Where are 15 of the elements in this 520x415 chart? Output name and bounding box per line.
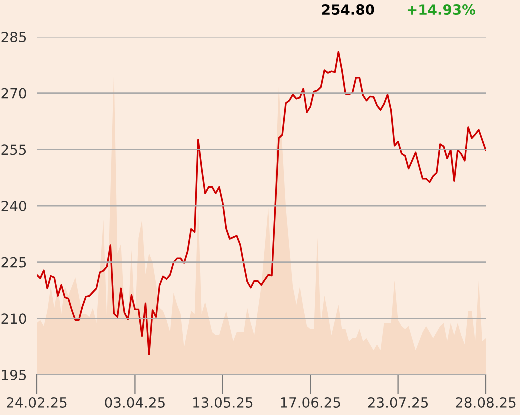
y-tick-label: 210 <box>2 314 26 324</box>
x-tick-label: 17.06.25 <box>281 397 340 408</box>
y-tick-label: 285 <box>2 32 26 42</box>
y-tick-label: 195 <box>2 370 26 380</box>
x-tick-label: 13.05.25 <box>194 397 253 408</box>
y-tick-label: 270 <box>2 88 26 99</box>
y-tick-label: 225 <box>2 257 26 268</box>
x-tick-label: 23.07.25 <box>368 397 428 408</box>
y-tick-label: 255 <box>2 144 26 156</box>
y-tick-label: 240 <box>2 200 26 212</box>
x-tick-label: 03.04.25 <box>105 397 165 408</box>
x-tick-label: 24.02.25 <box>7 397 67 408</box>
text: +14.93% <box>408 4 476 16</box>
text: 254.80 <box>322 4 374 16</box>
x-tick-label: 28.08.25 <box>456 397 516 408</box>
